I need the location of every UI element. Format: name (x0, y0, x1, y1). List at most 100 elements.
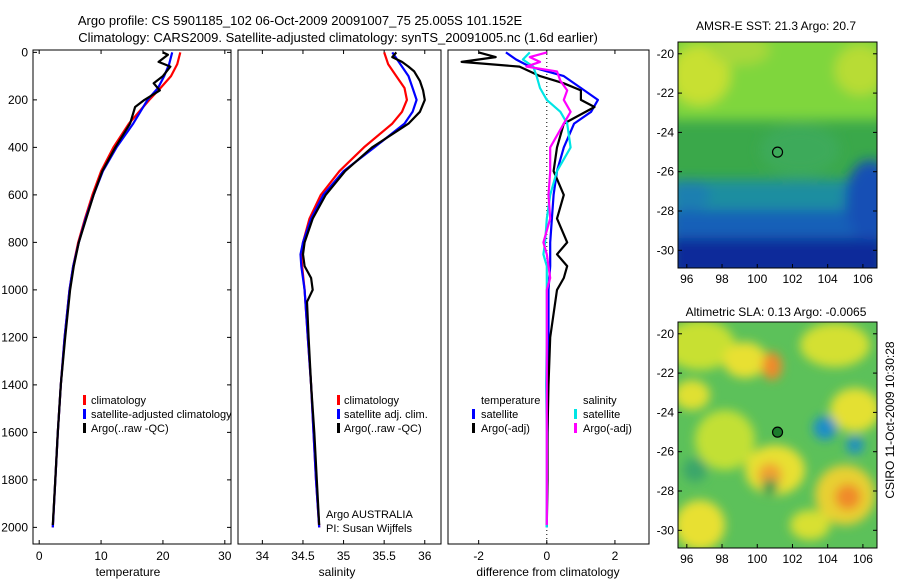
map-x-tick-label: 100 (747, 272, 767, 286)
x-tick-label: 0 (543, 549, 550, 563)
salinity-x-axis: 34 34.5 35 35.5 36 (256, 50, 432, 563)
sst-map-title: AMSR-E SST: 21.3 Argo: 20.7 (696, 19, 856, 33)
sla-high-patch (835, 484, 861, 510)
map-y-tick-label: -28 (657, 204, 675, 218)
sst-cooler-band (678, 210, 877, 240)
argo-float-marker (771, 426, 784, 438)
temperature-xlabel: temperature (96, 565, 161, 579)
sla-low-patch (813, 416, 837, 440)
sla-positive-patch (678, 380, 710, 410)
sla-positive-patch (678, 500, 725, 548)
x-tick-label: 30 (218, 549, 232, 563)
figure-title-line-2: Climatology: CARS2009. Satellite-adjuste… (78, 30, 598, 45)
map-y-tick-label: -22 (657, 366, 675, 380)
y-tick-label: 400 (8, 140, 28, 154)
map-x-tick-label: 104 (818, 552, 838, 566)
temperature-lines (51, 51, 182, 528)
legend-climatology-swatch (83, 395, 86, 405)
sla-heatmap-field (678, 322, 877, 548)
x-tick-label: 10 (94, 549, 108, 563)
x-tick-label: 0 (36, 549, 43, 563)
legend-satellite-label: satellite-adjusted climatology (91, 409, 232, 421)
legend-climatology-label: climatology (91, 395, 147, 407)
series-line-argo-raw-qc- (301, 51, 426, 526)
sst-warm-patch (678, 45, 730, 105)
credit-line-2: PI: Susan Wijffels (326, 523, 412, 535)
sst-warm-patch (710, 42, 770, 65)
difference-lines (460, 51, 600, 528)
salinity-legend: climatology satellite adj. clim. Argo(..… (337, 395, 428, 435)
series-line-salinity-argo-adj- (525, 51, 572, 525)
y-tick-label: 200 (8, 93, 28, 107)
map-x-tick-label: 102 (782, 272, 802, 286)
legend-temperature-heading: temperature (481, 395, 540, 407)
x-tick-label: 2 (612, 549, 619, 563)
figure-title-line-1: Argo profile: CS 5901185_102 06-Oct-2009… (78, 13, 523, 28)
y-tick-label: 1400 (1, 378, 28, 392)
temperature-legend: climatology satellite-adjusted climatolo… (83, 395, 232, 435)
map-x-tick-label: 96 (680, 552, 694, 566)
legend-diff-temp-argo-swatch (472, 423, 475, 433)
legend-argo-swatch (83, 423, 86, 433)
salinity-lines (299, 51, 426, 528)
map-x-tick-label: 100 (747, 552, 767, 566)
x-tick-label: -2 (473, 549, 484, 563)
map-x-tick-label: 106 (853, 552, 873, 566)
map-y-tick-label: -20 (657, 327, 675, 341)
sla-positive-patch (830, 388, 877, 432)
map-y-tick-label: -30 (657, 523, 675, 537)
x-tick-label: 36 (418, 549, 432, 563)
difference-xlabel: difference from climatology (476, 565, 619, 579)
argo-float-marker (771, 146, 784, 158)
sst-cool-patch (845, 160, 877, 240)
sst-cool-patch (678, 180, 710, 210)
y-tick-label: 800 (8, 235, 28, 249)
map-x-tick-label: 96 (680, 272, 694, 286)
temperature-axes-frame (32, 49, 232, 545)
map-y-tick-label: -24 (657, 125, 675, 139)
x-tick-label: 35 (337, 549, 351, 563)
salinity-xlabel: salinity (319, 565, 356, 579)
sla-positive-patch (800, 323, 870, 367)
salinity-panel: 34 34.5 35 35.5 36 salinity climatology sate… (237, 49, 442, 579)
y-tick-label: 1200 (1, 330, 28, 344)
x-tick-label: 34.5 (291, 549, 315, 563)
sla-map-frame (677, 321, 878, 549)
sst-map-axes: 96 98 100 102 104 106 -20 -22 -24 -26 -28 -30 (657, 47, 877, 286)
x-tick-label: 35.5 (372, 549, 396, 563)
sla-high-patch (758, 463, 782, 487)
legend-diff-temp-satellite-label: satellite (481, 409, 518, 421)
legend-sal-satellite-label: satellite adj. clim. (344, 409, 428, 421)
legend-diff-sal-argo-swatch (574, 423, 577, 433)
y-tick-label: 0 (21, 45, 28, 59)
legend-diff-sal-satellite-label: satellite (583, 409, 620, 421)
map-y-tick-label: -24 (657, 405, 675, 419)
map-x-tick-label: 104 (818, 272, 838, 286)
legend-sal-argo-label: Argo(..raw -QC) (344, 423, 422, 435)
sla-negative-patch (683, 458, 707, 482)
sla-map-axes: 96 98 100 102 104 106 -20 -22 -24 -26 -28 -30 (657, 327, 877, 566)
legend-diff-temp-satellite-swatch (472, 409, 475, 419)
legend-diff-sal-satellite-swatch (574, 409, 577, 419)
y-tick-label: 1600 (1, 425, 28, 439)
x-tick-label: 20 (156, 549, 170, 563)
salinity-axes-frame (237, 49, 442, 545)
y-tick-label: 1000 (1, 283, 28, 297)
sst-warm-patch (835, 45, 877, 95)
temperature-x-axis: 0 10 20 30 (36, 50, 232, 563)
difference-legend: temperature satellite Argo(-adj) salinit… (472, 395, 632, 435)
sst-map-frame (677, 41, 878, 269)
sla-negative-patch (762, 479, 778, 495)
map-y-tick-label: -22 (657, 86, 675, 100)
map-y-tick-label: -20 (657, 47, 675, 61)
sst-map-panel: AMSR-E SST: 21.3 Argo: 20.7 96 98 100 102 10… (657, 19, 878, 286)
map-x-tick-label: 98 (715, 552, 729, 566)
sla-high-patch (762, 352, 782, 380)
legend-salinity-heading: salinity (583, 395, 617, 407)
sla-positive-patch (695, 410, 755, 470)
map-y-tick-label: -26 (657, 165, 675, 179)
map-y-tick-label: -28 (657, 484, 675, 498)
side-timestamp-label: CSIRO 11-Oct-2009 10:30:28 (883, 341, 897, 499)
y-tick-label: 600 (8, 188, 28, 202)
